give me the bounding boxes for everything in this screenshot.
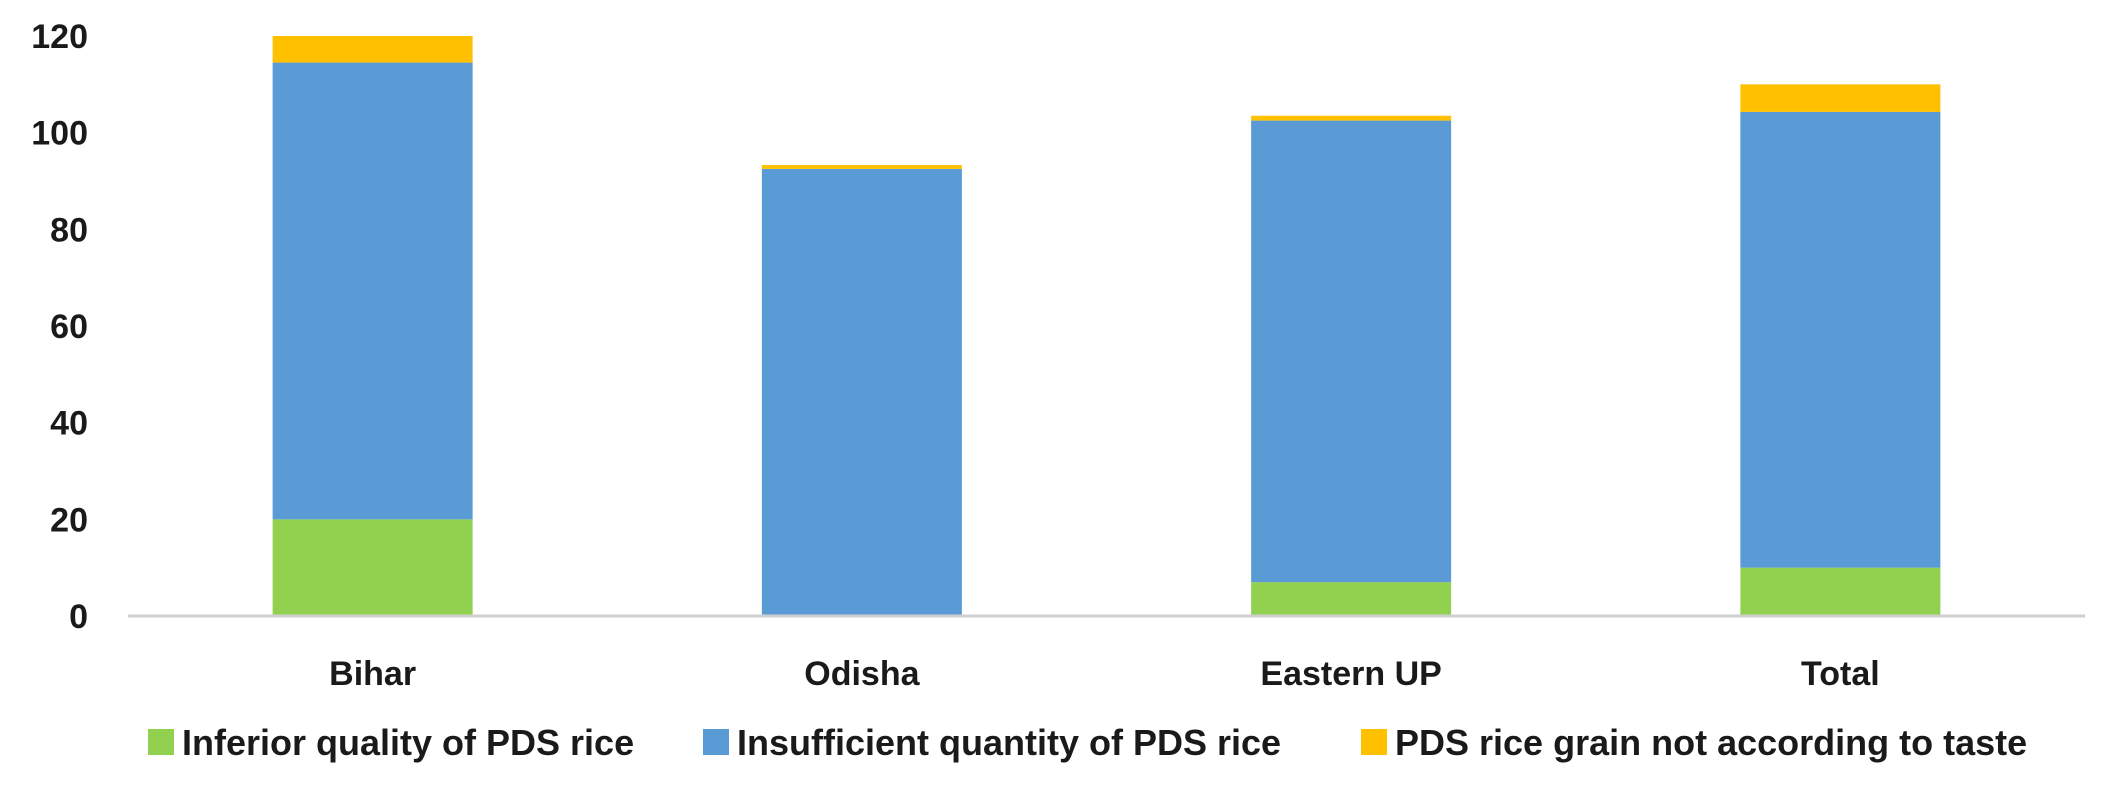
legend: Inferior quality of PDS rice Insufficient… <box>148 722 2027 763</box>
y-tick-label: 20 <box>50 501 88 539</box>
legend-item: PDS rice grain not according to taste <box>1361 722 2027 763</box>
y-tick-label: 100 <box>31 115 88 153</box>
x-axis-category-labels: Bihar Odisha Eastern UP Total <box>329 655 1880 693</box>
bar-series-group <box>272 36 1941 616</box>
bar-segment-1-total <box>1740 567 1941 616</box>
x-category-label: Odisha <box>804 655 920 693</box>
bar-segment-1-bihar <box>272 519 473 616</box>
bar-segment-3-eastern-up <box>1251 115 1452 121</box>
x-category-label: Eastern UP <box>1260 655 1441 693</box>
x-category-label: Total <box>1801 655 1880 693</box>
bar-segment-2-bihar <box>272 62 473 520</box>
bar-segment-1-eastern-up <box>1251 582 1452 616</box>
y-axis-tick-labels: 0 20 40 60 80 100 120 <box>31 18 88 636</box>
y-tick-label: 0 <box>69 598 88 636</box>
y-tick-label: 80 <box>50 211 88 249</box>
legend-item: Insufficient quantity of PDS rice <box>703 722 1281 763</box>
bar-segment-3-bihar <box>272 36 473 63</box>
y-tick-label: 40 <box>50 405 88 443</box>
bar-segment-3-odisha <box>761 165 962 169</box>
y-tick-label: 120 <box>31 18 88 56</box>
bar-segment-2-odisha <box>761 168 962 616</box>
legend-label: PDS rice grain not according to taste <box>1395 722 2027 763</box>
legend-label: Inferior quality of PDS rice <box>182 722 634 763</box>
legend-swatch <box>148 729 174 755</box>
bar-segment-2-eastern-up <box>1251 120 1452 583</box>
y-tick-label: 60 <box>50 308 88 346</box>
x-category-label: Bihar <box>329 655 416 693</box>
legend-swatch <box>1361 729 1387 755</box>
bar-segment-2-total <box>1740 111 1941 568</box>
legend-label: Insufficient quantity of PDS rice <box>737 722 1281 763</box>
legend-swatch <box>703 729 729 755</box>
legend-item: Inferior quality of PDS rice <box>148 722 634 763</box>
bar-segment-3-total <box>1740 84 1941 112</box>
